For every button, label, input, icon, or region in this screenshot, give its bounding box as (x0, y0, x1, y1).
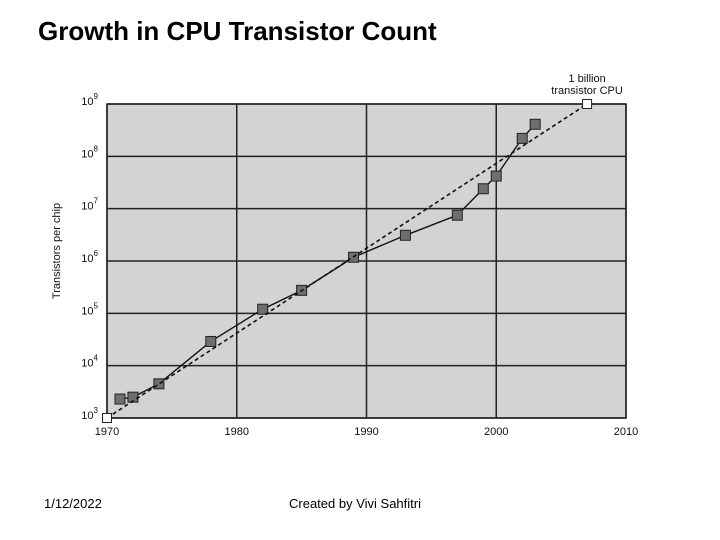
y-tick-label: 104 (81, 354, 98, 370)
x-axis-ticks: 1970 1980 1990 2000 2010 (95, 426, 638, 438)
y-tick-label: 108 (81, 144, 98, 160)
x-tick-label: 2000 (484, 426, 508, 438)
series-1-marker (451, 209, 463, 221)
series-1-marker (114, 393, 126, 405)
annotation-label: transistor CPU (551, 85, 623, 97)
series-1-marker (153, 378, 165, 390)
y-axis-ticks: 103 104 105 106 107 108 109 (81, 92, 98, 422)
y-axis-label: Transistors per chip (51, 203, 63, 299)
series-1-marker (516, 132, 528, 144)
footer-date: 1/12/2022 (44, 496, 102, 511)
slide-title: Growth in CPU Transistor Count (38, 16, 437, 46)
x-tick-label: 1970 (95, 426, 119, 438)
y-tick-label: 106 (81, 249, 98, 265)
series-2-marker (582, 99, 593, 109)
series-1-marker (477, 183, 489, 195)
data-series (102, 99, 593, 423)
annotation-label: 1 billion (568, 73, 605, 85)
y-tick-label: 107 (81, 197, 98, 213)
series-1-marker (490, 170, 502, 182)
x-tick-label: 2010 (614, 426, 638, 438)
y-tick-label: 103 (81, 406, 98, 422)
series-1-marker (205, 335, 217, 347)
series-2-marker (102, 413, 112, 423)
footer-credit: Created by Vivi Sahfitri (289, 496, 421, 511)
x-tick-label: 1990 (354, 426, 378, 438)
series-1-marker (399, 229, 411, 241)
series-2-line (106, 103, 588, 419)
y-tick-label: 105 (81, 301, 98, 317)
series-1-marker (529, 118, 541, 130)
grid-lines (106, 103, 627, 419)
x-tick-label: 1980 (225, 426, 249, 438)
series-1-marker (257, 303, 269, 315)
y-tick-label: 109 (81, 92, 98, 108)
